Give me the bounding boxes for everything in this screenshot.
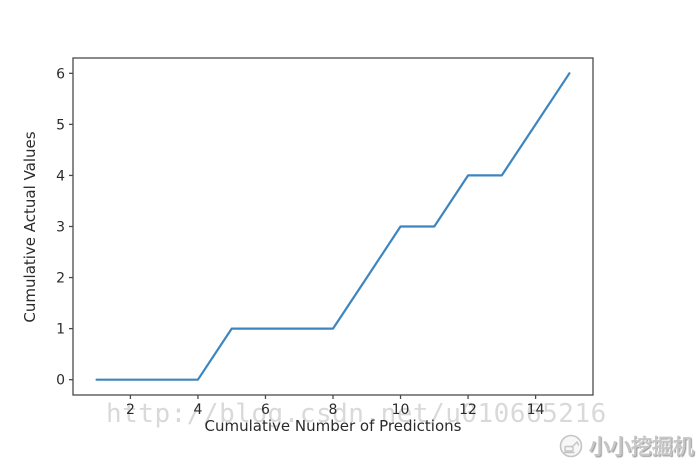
x-tick-label: 14: [527, 402, 545, 418]
branding-name: 小小挖掘机: [589, 435, 694, 459]
excavator-logo-icon: [559, 434, 583, 458]
y-tick-label: 2: [56, 271, 65, 287]
branding-badge: 小小挖掘机: [559, 431, 694, 461]
csdn-watermark-text: http://blog.csdn.net/u010665216: [106, 399, 607, 429]
y-tick-label: 0: [56, 373, 65, 389]
y-tick-label: 1: [56, 322, 65, 338]
data-line: [95, 72, 571, 381]
x-tick-label: 8: [329, 402, 338, 418]
y-tick-label: 5: [56, 117, 65, 133]
x-tick-label: 6: [261, 402, 270, 418]
y-tick-label: 3: [56, 220, 65, 236]
x-tick-label: 10: [392, 402, 410, 418]
y-tick-label: 4: [56, 168, 65, 184]
x-axis-label: Cumulative Number of Predictions: [204, 417, 462, 435]
y-tick-label: 6: [56, 66, 65, 82]
y-axis-label: Cumulative Actual Values: [21, 131, 39, 323]
x-tick-label: 2: [126, 402, 135, 418]
plot-frame: [72, 57, 594, 396]
x-tick-label: 4: [193, 402, 202, 418]
x-tick-label: 12: [459, 402, 477, 418]
